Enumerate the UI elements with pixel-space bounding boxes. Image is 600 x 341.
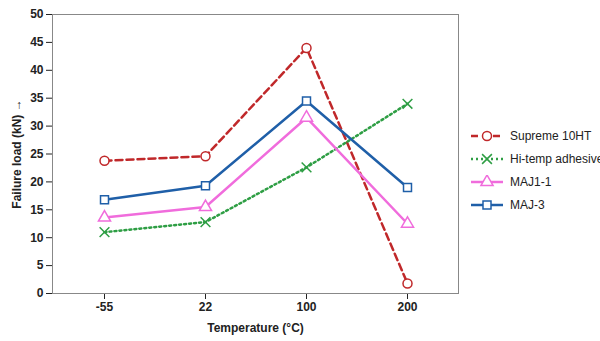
svg-text:30: 30 bbox=[30, 119, 44, 133]
svg-text:20: 20 bbox=[30, 175, 44, 189]
svg-text:-55: -55 bbox=[96, 300, 114, 314]
html-text:MAJ-3: MAJ-3 bbox=[510, 198, 545, 212]
svg-text:5: 5 bbox=[37, 258, 44, 272]
svg-text:15: 15 bbox=[30, 203, 44, 217]
svg-text:35: 35 bbox=[30, 91, 44, 105]
svg-text:45: 45 bbox=[30, 35, 44, 49]
svg-text:100: 100 bbox=[296, 300, 316, 314]
svg-text:10: 10 bbox=[30, 231, 44, 245]
svg-text:Failure load (kN) →: Failure load (kN) → bbox=[10, 99, 24, 208]
svg-text:Temperature (°C): Temperature (°C) bbox=[207, 321, 304, 335]
svg-text:22: 22 bbox=[199, 300, 213, 314]
svg-text:40: 40 bbox=[30, 63, 44, 77]
html-text:MAJ1-1: MAJ1-1 bbox=[510, 175, 552, 189]
svg-text:200: 200 bbox=[397, 300, 417, 314]
html-text:Supreme 10HT: Supreme 10HT bbox=[510, 129, 592, 143]
svg-text:0: 0 bbox=[37, 286, 44, 300]
svg-text:25: 25 bbox=[30, 147, 44, 161]
svg-text:50: 50 bbox=[30, 7, 44, 21]
